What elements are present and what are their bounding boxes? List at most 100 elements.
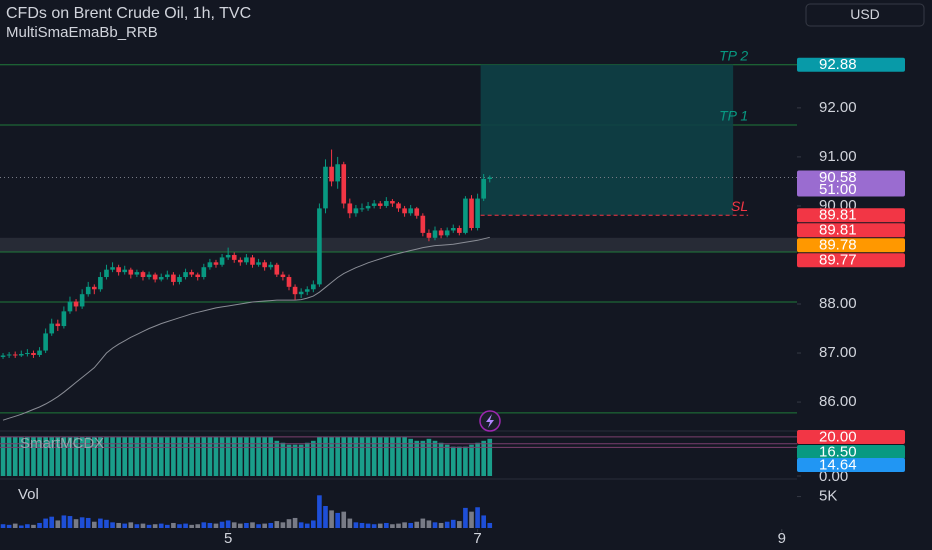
- volume-title: Vol: [18, 486, 39, 503]
- mcdx-bar: [73, 436, 79, 476]
- mcdx-bar: [91, 436, 97, 476]
- mcdx-bar: [225, 436, 231, 476]
- candle-body: [244, 257, 249, 263]
- position-label: TP 1: [719, 108, 748, 124]
- mcdx-bar: [311, 440, 316, 476]
- volume-bar: [347, 518, 353, 528]
- volume-bar: [183, 523, 188, 528]
- mcdx-label-box: [797, 430, 905, 444]
- candle-body: [91, 286, 97, 290]
- mcdx-bar: [377, 436, 383, 476]
- candle-body: [61, 311, 67, 327]
- support-zone: [0, 237, 797, 253]
- candle-body: [25, 353, 30, 355]
- candle-body: [231, 254, 237, 260]
- candle-body: [487, 177, 493, 179]
- volume-bar: [487, 522, 493, 528]
- candle-body: [450, 227, 456, 231]
- volume-bar: [98, 518, 103, 528]
- volume-bar: [31, 524, 36, 528]
- candle-body: [67, 301, 73, 312]
- candle-body: [98, 277, 103, 290]
- mcdx-label: 16.50: [819, 443, 857, 460]
- candle-body: [31, 353, 36, 355]
- mcdx-bar: [25, 436, 30, 476]
- mcdx-bar: [335, 436, 340, 476]
- candle-body: [177, 277, 182, 282]
- volume-bar: [219, 521, 225, 528]
- currency[interactable]: USD: [850, 6, 880, 22]
- volume-bar: [134, 524, 140, 528]
- volume-bar: [335, 512, 340, 528]
- volume-bar: [201, 522, 207, 528]
- mcdx-bar: [213, 436, 219, 476]
- mcdx-bar: [329, 436, 334, 476]
- volume-bar: [158, 523, 164, 528]
- candle-body: [444, 230, 450, 236]
- mcdx-bar: [177, 436, 182, 476]
- mcdx-bar: [414, 440, 420, 476]
- volume-bar: [438, 522, 444, 528]
- candle-body: [152, 274, 158, 280]
- volume-bar: [189, 524, 194, 528]
- currency-button[interactable]: [805, 3, 925, 27]
- mcdx-bar: [457, 446, 462, 476]
- candle-body: [207, 262, 213, 268]
- mcdx-bar: [244, 436, 249, 476]
- mcdx-label-box: [797, 458, 905, 472]
- volume-bar: [311, 520, 316, 528]
- mcdx-bar: [171, 436, 176, 476]
- mcdx-bar: [183, 436, 188, 476]
- volume-bar: [457, 521, 462, 528]
- candle-body: [353, 208, 359, 214]
- candle-body: [438, 230, 444, 236]
- candle-body: [311, 284, 316, 290]
- mcdx-bar: [402, 436, 407, 476]
- candle-body: [469, 198, 474, 228]
- price-label: 89.78: [819, 237, 857, 254]
- candle-body: [110, 267, 115, 270]
- price-label-box: [797, 57, 905, 72]
- candle-body: [298, 291, 304, 295]
- volume-bar: [304, 523, 310, 528]
- volume-bar: [286, 519, 292, 528]
- candle-body: [457, 227, 462, 233]
- mcdx-bar: [116, 436, 121, 476]
- volume-bar: [177, 524, 182, 528]
- sma-line: [2, 236, 490, 421]
- mcdx-bar: [396, 436, 401, 476]
- volume-bar: [244, 522, 249, 528]
- mcdx-bar: [231, 436, 237, 476]
- plot-layer: TP 2 TP 1 SL: [0, 47, 797, 528]
- volume-bar: [408, 522, 413, 528]
- mcdx-bar: [79, 436, 85, 476]
- volume-bar: [365, 523, 371, 528]
- volume-bar: [67, 516, 73, 528]
- candle-body: [414, 208, 420, 216]
- candle-body: [420, 215, 426, 233]
- candle-body: [183, 272, 188, 278]
- volume-bar: [274, 521, 280, 528]
- volume-bar: [122, 523, 128, 528]
- vol-tick-label: 5K: [819, 488, 837, 505]
- candle-body: [432, 230, 438, 238]
- volume-bar: [25, 524, 30, 528]
- alert-bolt: [486, 414, 494, 428]
- volume-bar: [0, 524, 6, 528]
- mcdx-bar: [195, 436, 201, 476]
- mcdx-bar: [298, 444, 304, 476]
- volume-bar: [341, 511, 347, 528]
- price-label-box: [797, 223, 905, 238]
- mcdx-bar: [6, 436, 12, 476]
- y-tick-label: 92.00: [819, 99, 857, 116]
- volume-bar: [238, 523, 243, 528]
- candle-body: [140, 272, 146, 278]
- mcdx-title: SmartMCDX: [20, 435, 104, 452]
- mcdx-label-box: [797, 445, 905, 459]
- mcdx-bar: [444, 444, 450, 476]
- position-box: [480, 64, 734, 216]
- candle-body: [256, 262, 261, 265]
- volume-bar: [18, 525, 24, 528]
- position-label: TP 2: [719, 47, 748, 63]
